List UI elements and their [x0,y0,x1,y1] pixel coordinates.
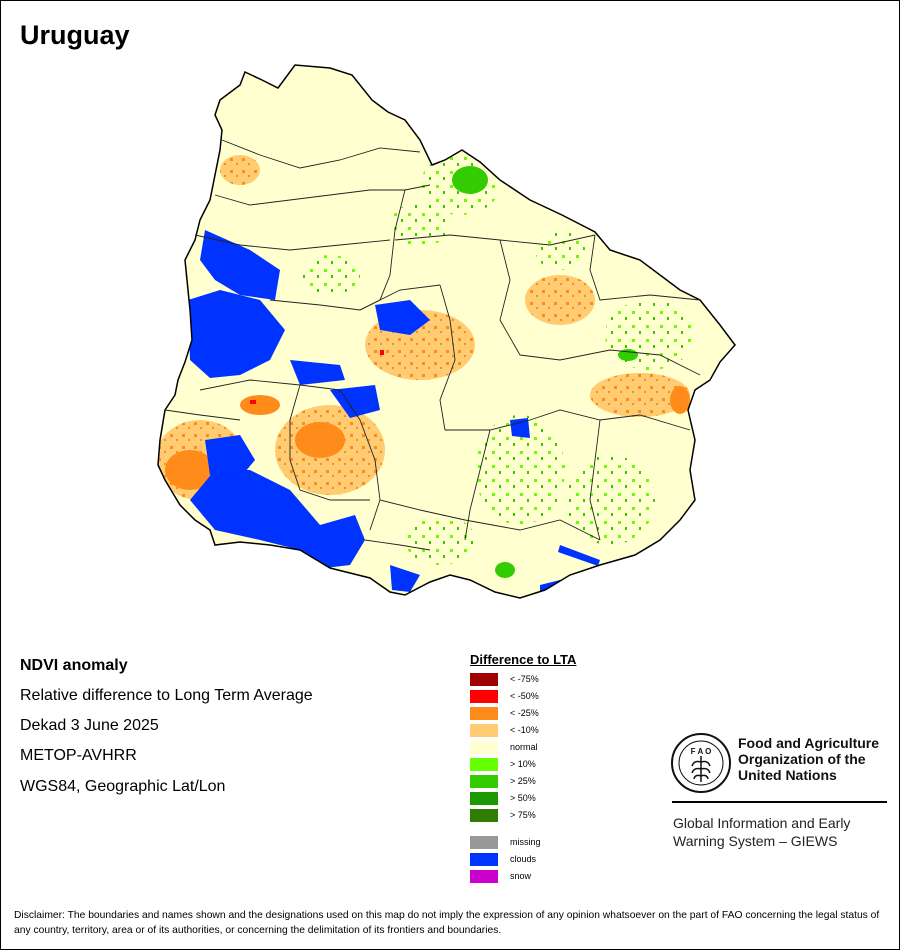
legend-label: > 50% [510,793,536,803]
info-heading: NDVI anomaly [20,657,128,674]
legend-label: < -75% [510,674,539,684]
legend-item: > 50% [470,791,536,805]
legend-label: > 10% [510,759,536,769]
legend-swatch [470,757,498,771]
svg-text:F A O: F A O [691,747,712,756]
legend-label: clouds [510,854,537,864]
legend-item: < -10% [470,723,539,737]
legend-swatch [470,869,498,883]
legend-swatch [470,689,498,703]
department-boundaries [164,139,701,551]
fao-name: Food and Agriculture Organization of the… [738,735,898,783]
giews-line1: Global Information and Early [673,815,851,831]
info-sensor: METOP-AVHRR [20,747,137,764]
fao-logo-icon: F A O [671,733,731,793]
legend-label: snow [510,871,532,881]
giews-line2: Warning System – GIEWS [673,833,838,849]
legend-extra-item: snow [470,869,531,883]
legend-item: < -75% [470,672,539,686]
legend-swatch [470,791,498,805]
country-outline [157,64,736,599]
legend-swatch [470,835,498,849]
legend-label: > 75% [510,810,536,820]
legend-swatch [470,706,498,720]
legend-item: < -50% [470,689,539,703]
legend-swatch [470,672,498,686]
legend-swatch [470,852,498,866]
info-period: Dekad 3 June 2025 [20,717,159,734]
legend-extra-item: missing [470,835,541,849]
giews-name: Global Information and Early Warning Sys… [673,814,893,850]
fao-name-line3: United Nations [738,767,837,783]
legend-swatch [470,774,498,788]
info-description: Relative difference to Long Term Average [20,687,313,704]
legend-label: missing [510,837,541,847]
legend-item: > 75% [470,808,536,822]
legend-item: normal [470,740,538,754]
map-title: Uruguay [20,20,130,50]
cloud-areas [188,230,600,598]
fao-divider [672,801,887,803]
legend-label: > 25% [510,776,536,786]
disclaimer: Disclaimer: The boundaries and names sho… [14,910,880,936]
legend-extra-item: clouds [470,852,536,866]
legend-item: > 10% [470,757,536,771]
legend-swatch [470,723,498,737]
legend-label: normal [510,742,538,752]
legend-swatch [470,808,498,822]
ndvi-raster [158,65,735,598]
legend-label: < -25% [510,708,539,718]
fao-name-line2: Organization of the [738,751,866,767]
legend-swatch [470,740,498,754]
fao-name-line1: Food and Agriculture [738,735,880,751]
legend-item: < -25% [470,706,539,720]
ndvi-anomaly-map [157,64,736,599]
legend-title: Difference to LTA [470,652,577,667]
info-projection: WGS84, Geographic Lat/Lon [20,778,226,795]
legend-label: < -50% [510,691,539,701]
legend-item: > 25% [470,774,536,788]
legend-label: < -10% [510,725,539,735]
